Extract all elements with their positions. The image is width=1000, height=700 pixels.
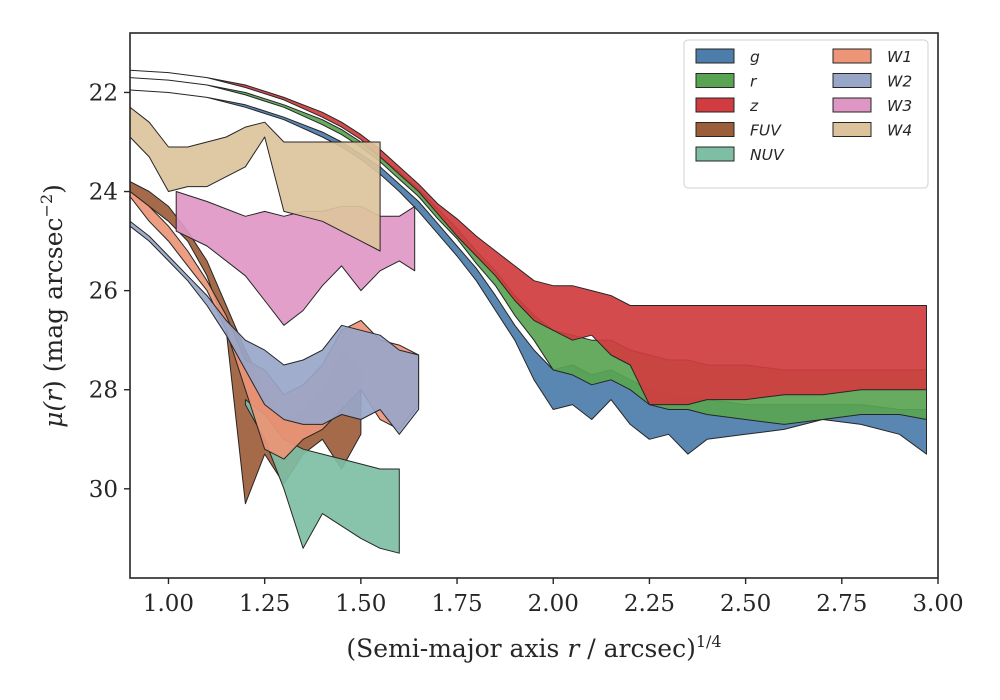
x-tick-label: 2.50 (720, 591, 771, 617)
legend-swatch-w1 (832, 48, 872, 64)
x-axis-label-exponent: 1/4 (696, 632, 722, 651)
legend-label-fuv: FUV (750, 122, 782, 140)
plot-frame (129, 32, 939, 579)
x-tick-label: 1.25 (239, 591, 290, 617)
y-axis-label-close: ) (39, 184, 68, 194)
legend-label-r: r (750, 73, 758, 91)
x-tick-label: 1.75 (431, 591, 482, 617)
x-axis-label-main: (Semi-major axis (346, 634, 567, 663)
y-axis-label: μ(r) (mag arcsec−2) (37, 184, 68, 428)
x-axis-label-unit: / arcsec) (579, 634, 696, 663)
y-tick-label: 30 (89, 477, 118, 503)
x-tick-label: 2.25 (624, 591, 675, 617)
legend-label-w2: W2 (887, 73, 912, 91)
x-tick-label: 3.00 (912, 591, 963, 617)
legend-label-nuv: NUV (750, 146, 785, 164)
legend-label-z: z (749, 97, 759, 115)
band-z (130, 69, 927, 406)
legend-swatch-w3 (832, 97, 872, 113)
x-axis-label: (Semi-major axis r / arcsec)1/4 (346, 632, 721, 663)
band-w2 (130, 220, 420, 435)
legend-label-w1: W1 (887, 48, 912, 66)
legend-swatch-w4 (832, 122, 872, 137)
y-tick-label: 22 (89, 80, 118, 106)
x-axis-label-var: r (567, 634, 581, 663)
y-tick-label: 28 (89, 378, 118, 404)
legend-swatch-nuv (695, 146, 735, 162)
x-tick-label: 2.00 (528, 591, 579, 617)
legend-swatch-z (695, 97, 735, 113)
x-axis-ticks: 1.00 1.25 1.50 1.75 2.00 2.25 2.50 2.75 3.00 (143, 578, 964, 617)
legend-label-g: g (750, 48, 760, 66)
y-axis-label-exponent: −2 (37, 194, 56, 218)
legend-swatch-fuv (695, 122, 735, 137)
legend-swatch-r (695, 73, 735, 88)
x-tick-label: 1.00 (143, 591, 194, 617)
legend-label-w4: W4 (887, 122, 912, 140)
y-axis-label-mu: μ( (39, 401, 68, 428)
x-tick-label: 2.75 (816, 591, 867, 617)
y-tick-label: 24 (89, 180, 118, 206)
legend: grz FUV NUV W1 W2 W3 W4 (683, 39, 929, 189)
y-axis-ticks: 22 24 26 28 30 (89, 80, 130, 503)
legend-label-w3: W3 (887, 97, 912, 115)
band-w4 (130, 106, 381, 252)
y-axis-label-var: r (39, 388, 68, 402)
y-axis-label-unit: ) (mag arcsec (39, 217, 68, 390)
series-bands (130, 69, 927, 554)
x-tick-label: 1.50 (335, 591, 386, 617)
legend-swatch-g (695, 48, 735, 64)
legend-swatch-w2 (832, 73, 872, 88)
band-g (130, 89, 927, 455)
y-tick-label: 26 (89, 279, 118, 305)
